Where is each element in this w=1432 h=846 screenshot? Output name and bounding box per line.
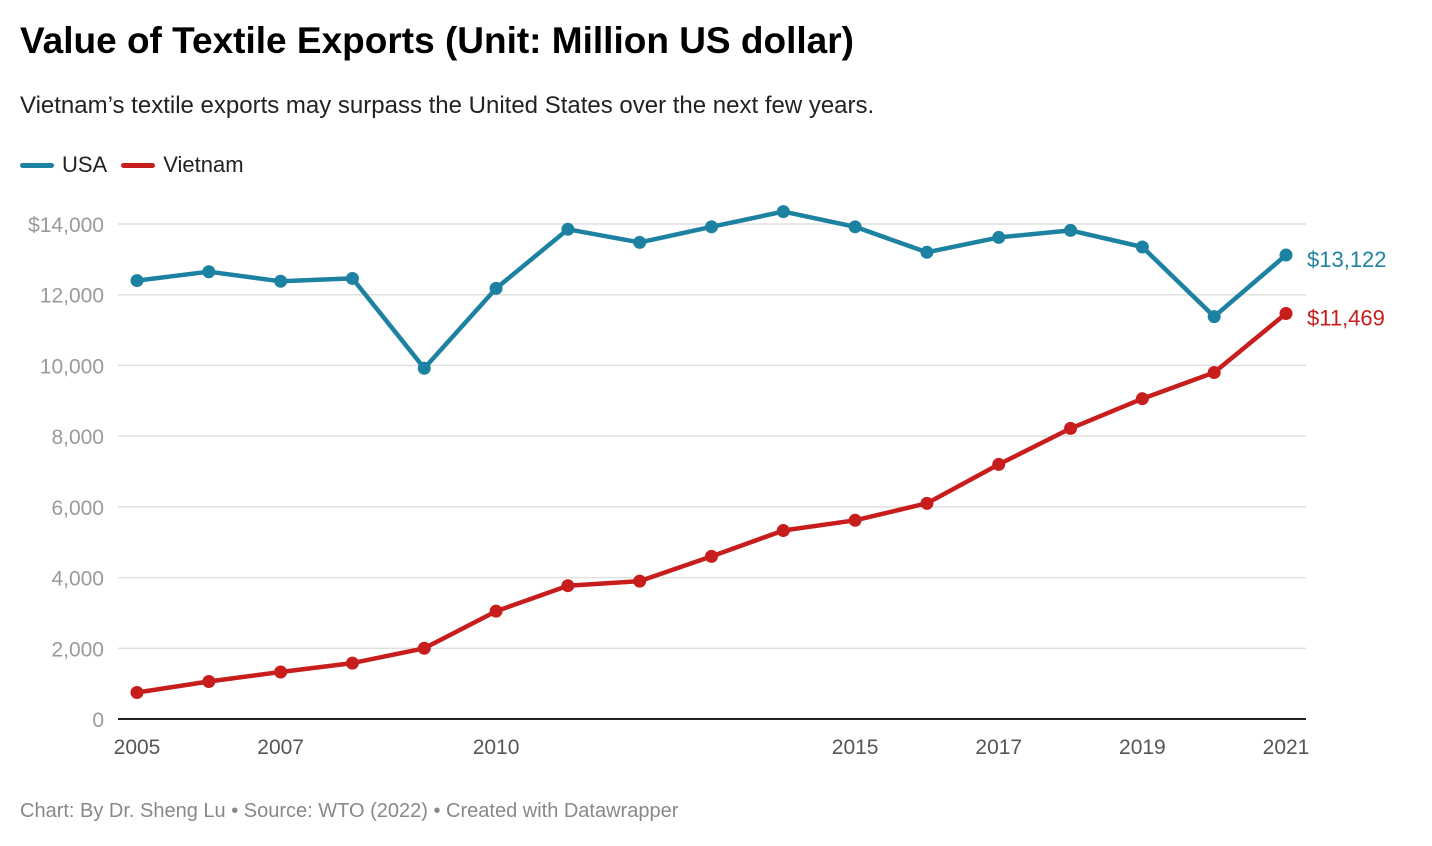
data-point-vietnam [920, 496, 934, 510]
data-point-vietnam [1064, 421, 1078, 435]
data-point-usa [1135, 240, 1149, 254]
series-line-vietnam [134, 311, 1289, 695]
data-point-vietnam [417, 641, 431, 655]
data-point-usa [130, 274, 144, 288]
data-point-usa [345, 271, 359, 285]
x-tick-label: 2007 [257, 736, 304, 759]
data-point-usa [202, 265, 216, 279]
end-label-vietnam: $11,469 [1307, 305, 1385, 330]
x-tick-label: 2015 [832, 736, 879, 759]
chart-subtitle: Vietnam’s textile exports may surpass th… [20, 92, 875, 119]
legend-label-usa: USA [62, 152, 108, 177]
y-tick-label: $14,000 [28, 214, 104, 237]
chart-title: Value of Textile Exports (Unit: Million … [20, 20, 854, 61]
data-point-vietnam [202, 675, 216, 689]
data-point-vietnam [1135, 392, 1149, 406]
y-tick-label: 4,000 [51, 568, 104, 591]
y-tick-label: 6,000 [51, 497, 104, 520]
x-tick-label: 2010 [473, 736, 520, 759]
data-point-usa [274, 274, 288, 288]
data-point-usa [776, 205, 790, 219]
data-point-vietnam [992, 457, 1006, 471]
data-point-vietnam [274, 665, 288, 679]
legend-swatch-usa [20, 162, 54, 168]
y-tick-label: 0 [92, 709, 104, 732]
x-tick-label: 2005 [114, 736, 161, 759]
legend-swatch-vietnam [121, 162, 156, 168]
y-tick-label: 8,000 [51, 426, 104, 449]
data-point-vietnam [848, 513, 862, 527]
chart-footer: Chart: By Dr. Sheng Lu • Source: WTO (20… [20, 800, 679, 822]
data-point-usa [848, 220, 862, 234]
data-point-vietnam [1207, 366, 1221, 379]
data-point-usa [992, 230, 1006, 244]
data-point-usa [633, 235, 647, 249]
series-line-usa [134, 209, 1289, 371]
x-tick-label: 2021 [1263, 736, 1310, 759]
legend-item-vietnam: Vietnam [121, 152, 244, 178]
data-point-usa [1279, 248, 1293, 262]
y-tick-label: 10,000 [40, 355, 104, 378]
y-tick-label: 12,000 [40, 285, 104, 308]
x-tick-label: 2019 [1119, 736, 1166, 759]
y-tick-label: 2,000 [51, 638, 104, 661]
data-point-usa [561, 222, 575, 236]
data-point-vietnam [130, 685, 144, 699]
data-point-usa [920, 245, 934, 259]
legend-label-vietnam: Vietnam [163, 152, 244, 177]
data-point-vietnam [1279, 306, 1293, 320]
data-point-usa [1207, 310, 1221, 324]
data-point-vietnam [561, 579, 575, 593]
x-tick-label: 2017 [975, 736, 1022, 759]
data-point-usa [1064, 223, 1078, 237]
chart-legend: USA Vietnam [20, 152, 258, 178]
data-point-vietnam [489, 604, 503, 618]
data-point-vietnam [345, 656, 359, 670]
data-point-usa [417, 361, 431, 375]
data-point-usa [489, 281, 503, 295]
data-point-usa [705, 220, 718, 234]
legend-item-usa: USA [20, 152, 107, 178]
data-point-vietnam [633, 574, 647, 588]
data-point-vietnam [776, 524, 790, 538]
data-point-vietnam [705, 549, 718, 563]
end-label-usa: $13,122 [1307, 247, 1387, 272]
